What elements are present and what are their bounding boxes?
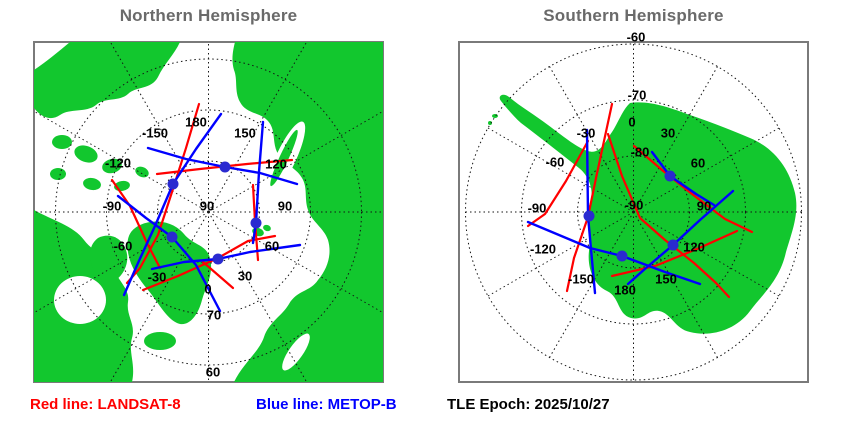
landsat8-track bbox=[125, 102, 201, 285]
meridian-line bbox=[208, 211, 308, 382]
latitude-circle bbox=[106, 109, 311, 315]
arctic-island bbox=[135, 166, 149, 178]
graticule-label: -60 bbox=[626, 29, 646, 45]
graticule-label: -150 bbox=[567, 271, 595, 287]
meridian-line bbox=[633, 66, 718, 213]
graticule-label: 70 bbox=[206, 307, 222, 323]
meridian-line bbox=[208, 42, 308, 213]
graticule-label: 30 bbox=[660, 125, 676, 141]
landsat8-track bbox=[610, 229, 739, 278]
landsat8-track bbox=[606, 132, 731, 299]
graticule-label: 30 bbox=[237, 268, 253, 284]
landsat8-track bbox=[526, 139, 590, 228]
meridian-line bbox=[109, 42, 209, 213]
graticule-label: -60 bbox=[545, 154, 565, 170]
baffin-island bbox=[90, 235, 128, 283]
graticule-label: -70 bbox=[627, 87, 647, 103]
meridian-line bbox=[109, 211, 209, 382]
graticule-label: -80 bbox=[630, 144, 650, 160]
graticule-label: -30 bbox=[147, 269, 167, 285]
north-map-title: Northern Hemisphere bbox=[119, 6, 298, 25]
landsat8-track bbox=[201, 260, 235, 290]
graticule-label: 0 bbox=[204, 281, 212, 297]
arctic-island bbox=[74, 145, 98, 163]
novaya-zemlya bbox=[270, 129, 298, 187]
graticule-label: 120 bbox=[265, 156, 287, 172]
satellite-position-dot bbox=[167, 178, 179, 190]
meridian-line bbox=[487, 127, 634, 213]
latitude-circle bbox=[521, 99, 746, 325]
meridian-line bbox=[549, 66, 634, 213]
satellite-position-dot bbox=[583, 210, 595, 222]
arctic-island bbox=[102, 158, 122, 174]
hudson-bay bbox=[54, 276, 106, 324]
meridian-line bbox=[633, 211, 718, 358]
satellite-position-dot bbox=[219, 161, 231, 173]
satellite-position-dot bbox=[664, 170, 676, 182]
south-hemisphere-map: -60 -70 0 30 -30 -80 60 -60 -90 -90 90 -120 120 -150 1… bbox=[458, 31, 809, 383]
graticule-label: 90 bbox=[277, 198, 293, 214]
metopb-track bbox=[650, 150, 716, 207]
arctic-island bbox=[50, 168, 66, 180]
iceland bbox=[144, 332, 176, 350]
legend-metopb: Blue line: METOP-B bbox=[256, 396, 397, 413]
north-hemisphere-map: -150 180 150 -120 120 -90 90 90 -60 60 -30 30 0 70 60 bbox=[33, 41, 384, 383]
map-svg-south bbox=[465, 43, 802, 381]
legend-landsat8: Red line: LANDSAT-8 bbox=[30, 396, 181, 413]
south-map-title: Southern Hemisphere bbox=[543, 6, 724, 25]
meridian-line bbox=[487, 211, 634, 297]
satellite-position-dot bbox=[166, 231, 178, 243]
graticule-label: 150 bbox=[655, 271, 677, 287]
graticule-label: -150 bbox=[141, 125, 169, 141]
meridian-line bbox=[208, 110, 383, 213]
graticule-label: -90 bbox=[527, 200, 547, 216]
baltic-notch bbox=[282, 333, 310, 371]
graticule-label: -60 bbox=[113, 238, 133, 254]
graticule-label: 90 bbox=[696, 198, 712, 214]
arctic-island bbox=[83, 177, 101, 191]
britain bbox=[280, 373, 292, 382]
graticule-label: 0 bbox=[628, 114, 636, 130]
graticule-label: 150 bbox=[234, 125, 256, 141]
antarctic-island bbox=[488, 121, 492, 125]
meridian-line bbox=[633, 127, 780, 213]
satellite-position-dot bbox=[667, 239, 679, 251]
metopb-track bbox=[122, 112, 223, 297]
graticule-label: 180 bbox=[614, 282, 636, 298]
satellite-position-dot bbox=[212, 253, 224, 265]
graticule-label: -120 bbox=[104, 155, 132, 171]
latitude-circle bbox=[577, 155, 690, 269]
graticule-label: -30 bbox=[576, 125, 596, 141]
graticule-label: 60 bbox=[205, 364, 221, 380]
siberia-russia-scandinavia bbox=[232, 42, 383, 382]
graticule-label: -90 bbox=[624, 197, 644, 213]
arctic-island bbox=[52, 135, 72, 149]
graticule-label: 60 bbox=[264, 238, 280, 254]
landsat8-track bbox=[110, 178, 162, 270]
graticule-label: -120 bbox=[529, 241, 557, 257]
meridian-line bbox=[549, 211, 634, 358]
antarctica bbox=[499, 94, 797, 334]
landsat8-track bbox=[632, 144, 754, 234]
satellite-position-dot bbox=[616, 250, 628, 262]
map-svg-north bbox=[34, 42, 383, 382]
graticule-label: 180 bbox=[185, 114, 207, 130]
graticule-label: 120 bbox=[683, 239, 705, 255]
antarctic-island bbox=[492, 114, 498, 118]
graticule-label: 60 bbox=[690, 155, 706, 171]
meridian-line bbox=[633, 211, 780, 297]
alaska-canada-north bbox=[34, 42, 180, 119]
meridian-line bbox=[208, 211, 383, 314]
graticule-label: -90 bbox=[102, 198, 122, 214]
satellite-position-dot bbox=[250, 217, 262, 229]
metopb-track bbox=[251, 120, 265, 245]
svalbard bbox=[263, 224, 271, 232]
graticule-label: 90 bbox=[199, 198, 215, 214]
tle-epoch-text: TLE Epoch: 2025/10/27 bbox=[447, 396, 610, 413]
